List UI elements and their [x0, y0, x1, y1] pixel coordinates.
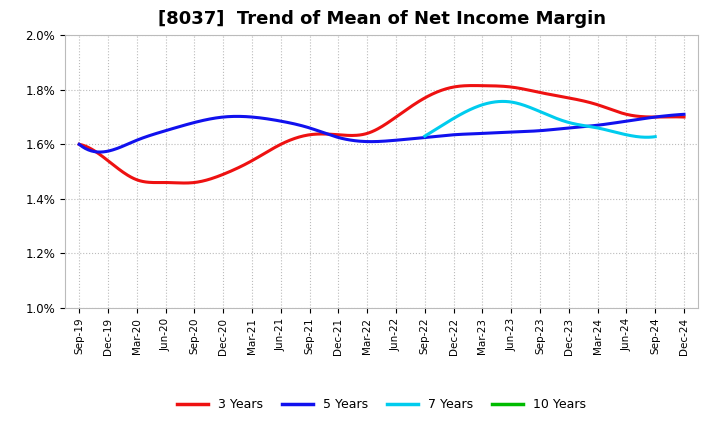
- 3 Years: [469, 83, 477, 88]
- 3 Years: [518, 86, 526, 92]
- 7 Years: [642, 135, 651, 140]
- 5 Years: [274, 118, 282, 123]
- 7 Years: [498, 99, 507, 104]
- 7 Years: [588, 125, 597, 130]
- 7 Years: [651, 134, 660, 139]
- Line: 5 Years: 5 Years: [79, 114, 684, 152]
- 7 Years: [420, 133, 429, 139]
- 5 Years: [96, 150, 104, 155]
- 3 Years: [515, 85, 523, 91]
- Title: [8037]  Trend of Mean of Net Income Margin: [8037] Trend of Mean of Net Income Margi…: [158, 10, 606, 28]
- 7 Years: [513, 100, 521, 106]
- 5 Years: [513, 129, 521, 135]
- 7 Years: [566, 120, 575, 125]
- 3 Years: [457, 83, 466, 88]
- Line: 3 Years: 3 Years: [79, 85, 684, 183]
- 3 Years: [274, 143, 282, 149]
- 3 Years: [316, 132, 325, 137]
- 3 Years: [75, 142, 84, 147]
- 5 Years: [680, 112, 688, 117]
- 3 Years: [148, 180, 156, 185]
- 5 Years: [149, 132, 158, 137]
- 7 Years: [448, 117, 456, 122]
- 5 Years: [516, 129, 525, 134]
- Legend: 3 Years, 5 Years, 7 Years, 10 Years: 3 Years, 5 Years, 7 Years, 10 Years: [172, 393, 591, 416]
- 3 Years: [680, 114, 688, 120]
- Line: 7 Years: 7 Years: [425, 101, 655, 137]
- 7 Years: [588, 124, 596, 129]
- 3 Years: [179, 180, 188, 186]
- 5 Years: [457, 132, 466, 137]
- 7 Years: [495, 99, 504, 104]
- 5 Years: [316, 129, 325, 134]
- 5 Years: [75, 142, 84, 147]
